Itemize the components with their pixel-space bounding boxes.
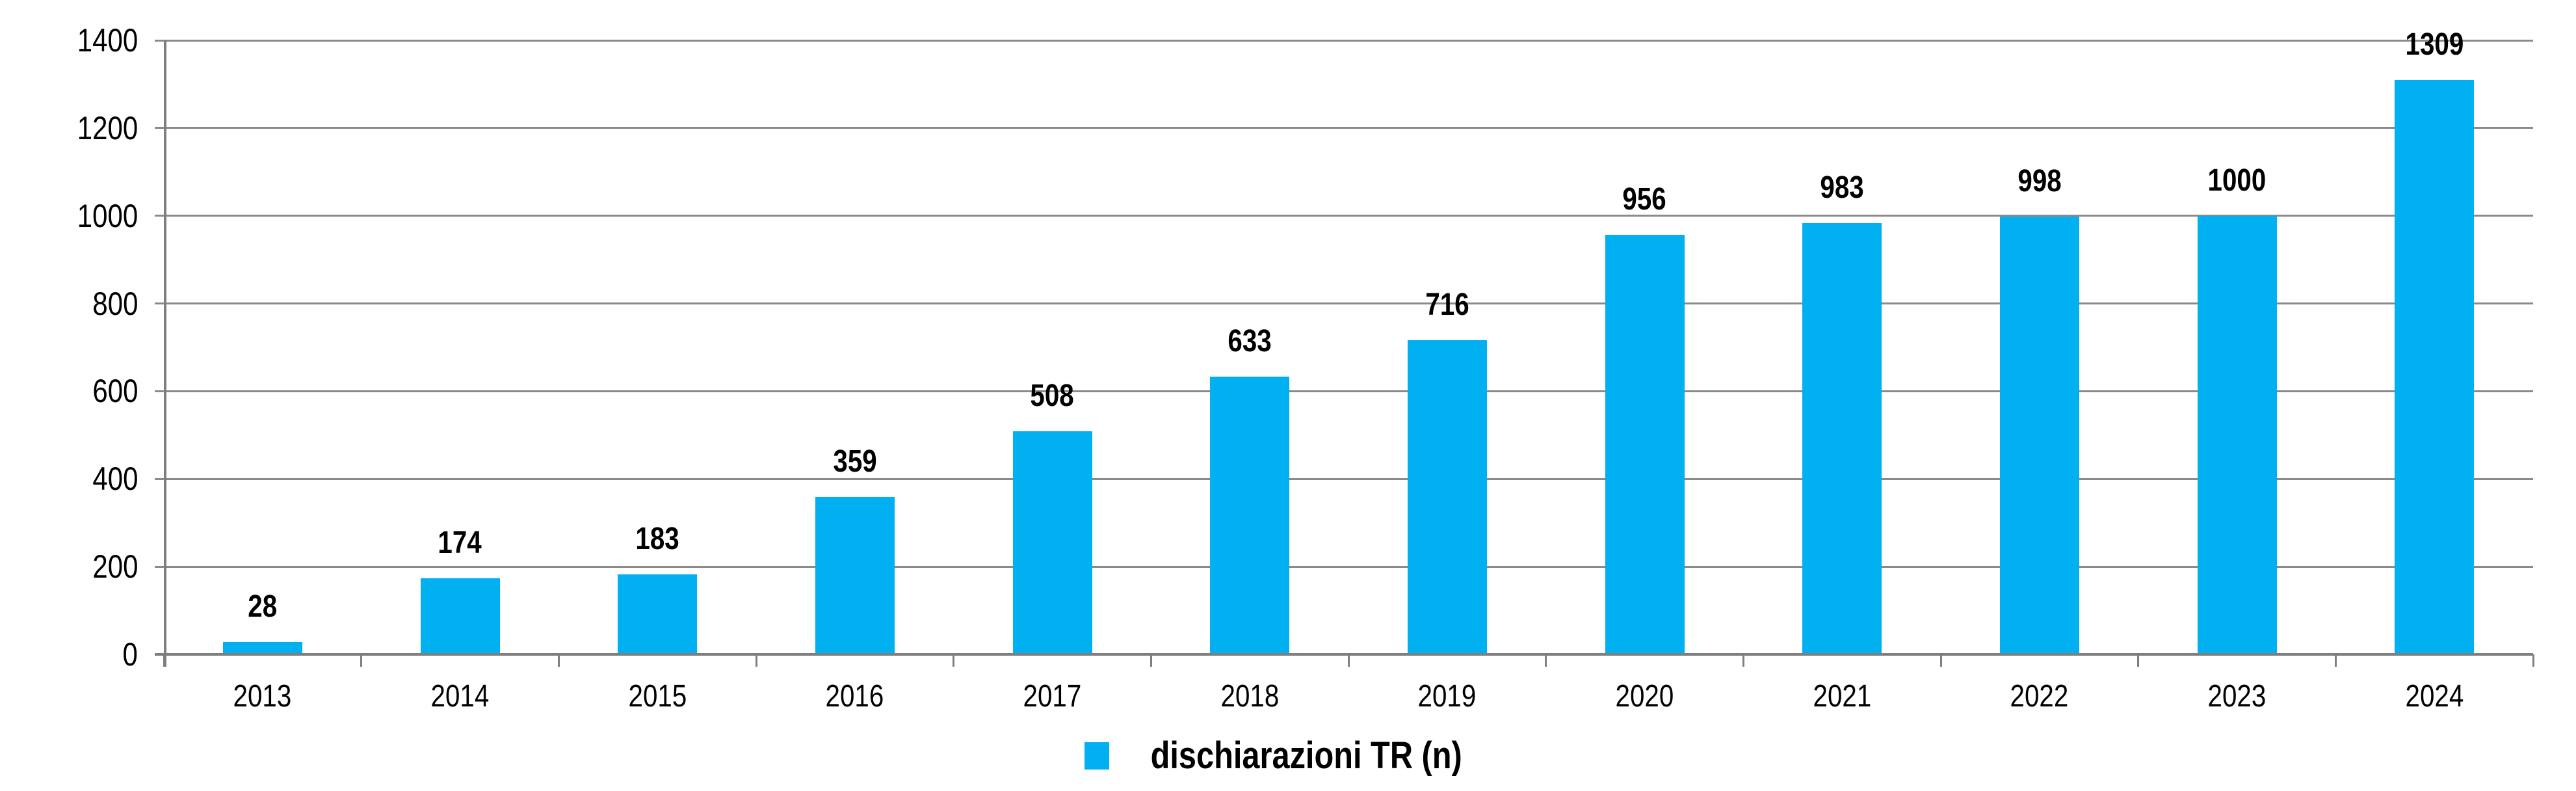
- y-axis-label: 600: [92, 373, 138, 410]
- x-axis-label-2018: 2018: [1220, 679, 1280, 714]
- data-label-2016: 359: [833, 444, 877, 479]
- data-label-2018: 633: [1228, 324, 1272, 359]
- x-axis-label-2022: 2022: [2010, 679, 2069, 714]
- bar-2018: [1210, 377, 1290, 654]
- x-axis-tick: [1939, 654, 1942, 667]
- y-axis-label: 800: [92, 285, 138, 322]
- x-axis-tick: [2532, 654, 2534, 667]
- x-axis-tick: [557, 654, 560, 667]
- gridline-400: [155, 477, 2533, 480]
- legend-label: dischiarazioni TR (n): [1150, 734, 1462, 777]
- y-axis-label: 200: [92, 548, 138, 585]
- x-axis-tick: [163, 654, 165, 667]
- x-axis-tick: [2137, 654, 2140, 667]
- x-axis-label-2016: 2016: [825, 679, 884, 714]
- data-label-2020: 956: [1622, 182, 1667, 217]
- x-axis-tick: [360, 654, 363, 667]
- y-axis-label: 1000: [77, 197, 138, 234]
- x-axis-label-2019: 2019: [1417, 679, 1477, 714]
- x-axis-tick: [755, 654, 757, 667]
- x-axis-label-2020: 2020: [1615, 679, 1674, 714]
- data-label-2021: 983: [1820, 170, 1864, 206]
- data-label-2017: 508: [1030, 379, 1075, 414]
- x-axis-line: [155, 653, 2533, 656]
- x-axis-label-2023: 2023: [2207, 679, 2267, 714]
- y-axis-label: 1200: [77, 109, 138, 146]
- bar-2014: [420, 578, 500, 654]
- y-axis-label: 1400: [77, 22, 138, 59]
- gridline-800: [155, 302, 2533, 305]
- bar-2023: [2197, 215, 2277, 654]
- y-axis-label: 400: [92, 461, 138, 498]
- gridline-200: [155, 565, 2533, 568]
- data-label-2023: 1000: [2207, 163, 2267, 198]
- y-axis-line: [164, 40, 166, 667]
- bar-2016: [815, 496, 895, 654]
- gridline-600: [155, 390, 2533, 392]
- bar-2013: [222, 642, 302, 654]
- chart-legend: dischiarazioni TR (n): [0, 734, 2576, 778]
- legend-swatch: [1084, 742, 1109, 770]
- x-axis-tick: [1150, 654, 1152, 667]
- x-axis-label-2014: 2014: [430, 679, 490, 714]
- x-axis-label-2015: 2015: [628, 679, 687, 714]
- x-axis-tick: [953, 654, 955, 667]
- bar-2024: [2395, 80, 2475, 654]
- gridline-1200: [155, 127, 2533, 129]
- data-label-2024: 1309: [2405, 27, 2464, 62]
- data-label-2013: 28: [248, 589, 278, 624]
- x-axis-tick: [2334, 654, 2337, 667]
- data-label-2014: 174: [438, 525, 482, 560]
- bar-2015: [618, 574, 698, 654]
- x-axis-label-2013: 2013: [233, 679, 292, 714]
- x-axis-tick: [1347, 654, 1350, 667]
- gridline-1000: [155, 215, 2533, 217]
- bar-2021: [1802, 223, 1882, 654]
- x-axis-label-2017: 2017: [1023, 679, 1082, 714]
- x-axis-tick: [1742, 654, 1744, 667]
- x-axis-label-2021: 2021: [1813, 679, 1872, 714]
- gridline-1400: [155, 39, 2533, 42]
- data-label-2019: 716: [1425, 288, 1469, 323]
- bar-2022: [1999, 217, 2079, 654]
- x-axis-label-2024: 2024: [2405, 679, 2464, 714]
- data-label-2015: 183: [635, 521, 679, 556]
- x-axis-tick: [1545, 654, 1547, 667]
- data-label-2022: 998: [2017, 164, 2062, 199]
- bar-2020: [1605, 235, 1685, 654]
- bar-2017: [1012, 431, 1092, 654]
- y-axis-label: 0: [122, 636, 138, 673]
- bar-2019: [1407, 340, 1487, 654]
